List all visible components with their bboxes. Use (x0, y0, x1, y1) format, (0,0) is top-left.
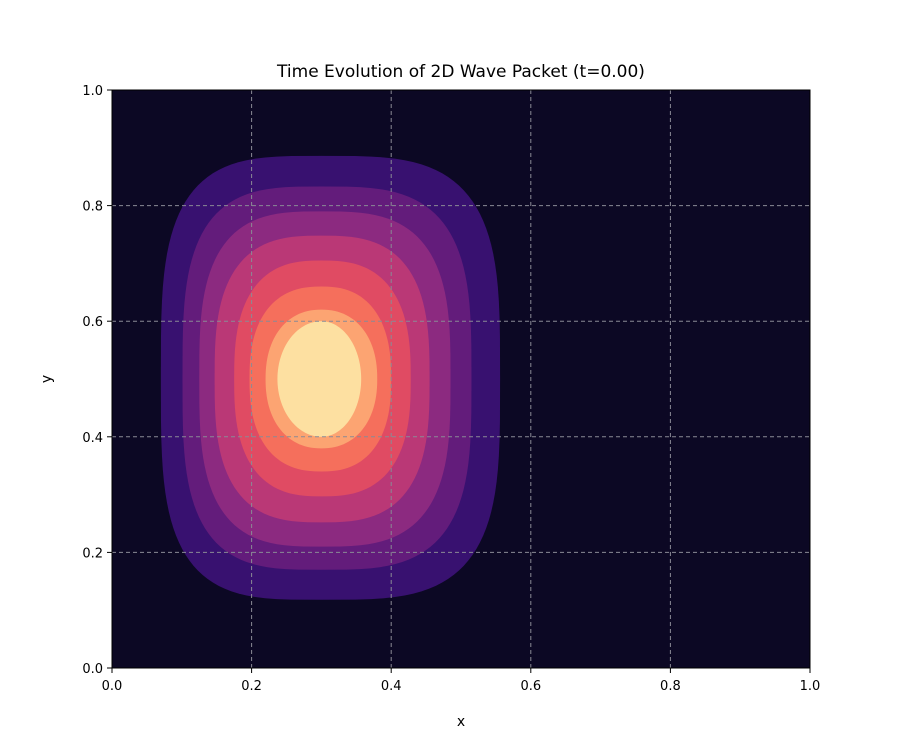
contour-layer (160, 155, 501, 600)
chart-title: Time Evolution of 2D Wave Packet (t=0.00… (276, 62, 645, 82)
x-tick-label: 0.6 (520, 679, 541, 694)
y-tick-label: 0.6 (82, 315, 103, 330)
y-tick-label: 0.8 (82, 200, 103, 215)
x-axis: 0.0 0.2 0.4 0.6 0.8 1.0 (102, 668, 821, 694)
y-tick-label: 0.2 (82, 546, 103, 561)
x-tick-label: 0.8 (660, 679, 681, 694)
x-tick-label: 0.0 (102, 679, 123, 694)
y-tick-label: 1.0 (82, 84, 103, 99)
y-tick-label: 0.4 (82, 431, 103, 446)
grid-lines (112, 90, 810, 668)
x-tick-label: 1.0 (800, 679, 821, 694)
plot-frame (111, 89, 811, 669)
x-tick-label: 0.4 (381, 679, 402, 694)
plot-area (111, 89, 811, 669)
contour-band-8 (277, 321, 362, 437)
x-axis-label: x (457, 714, 465, 730)
y-tick-label: 0.0 (82, 662, 103, 677)
y-axis: 0.0 0.2 0.4 0.6 0.8 1.0 (82, 84, 112, 677)
y-axis-label: y (39, 375, 55, 383)
x-tick-label: 0.2 (241, 679, 262, 694)
